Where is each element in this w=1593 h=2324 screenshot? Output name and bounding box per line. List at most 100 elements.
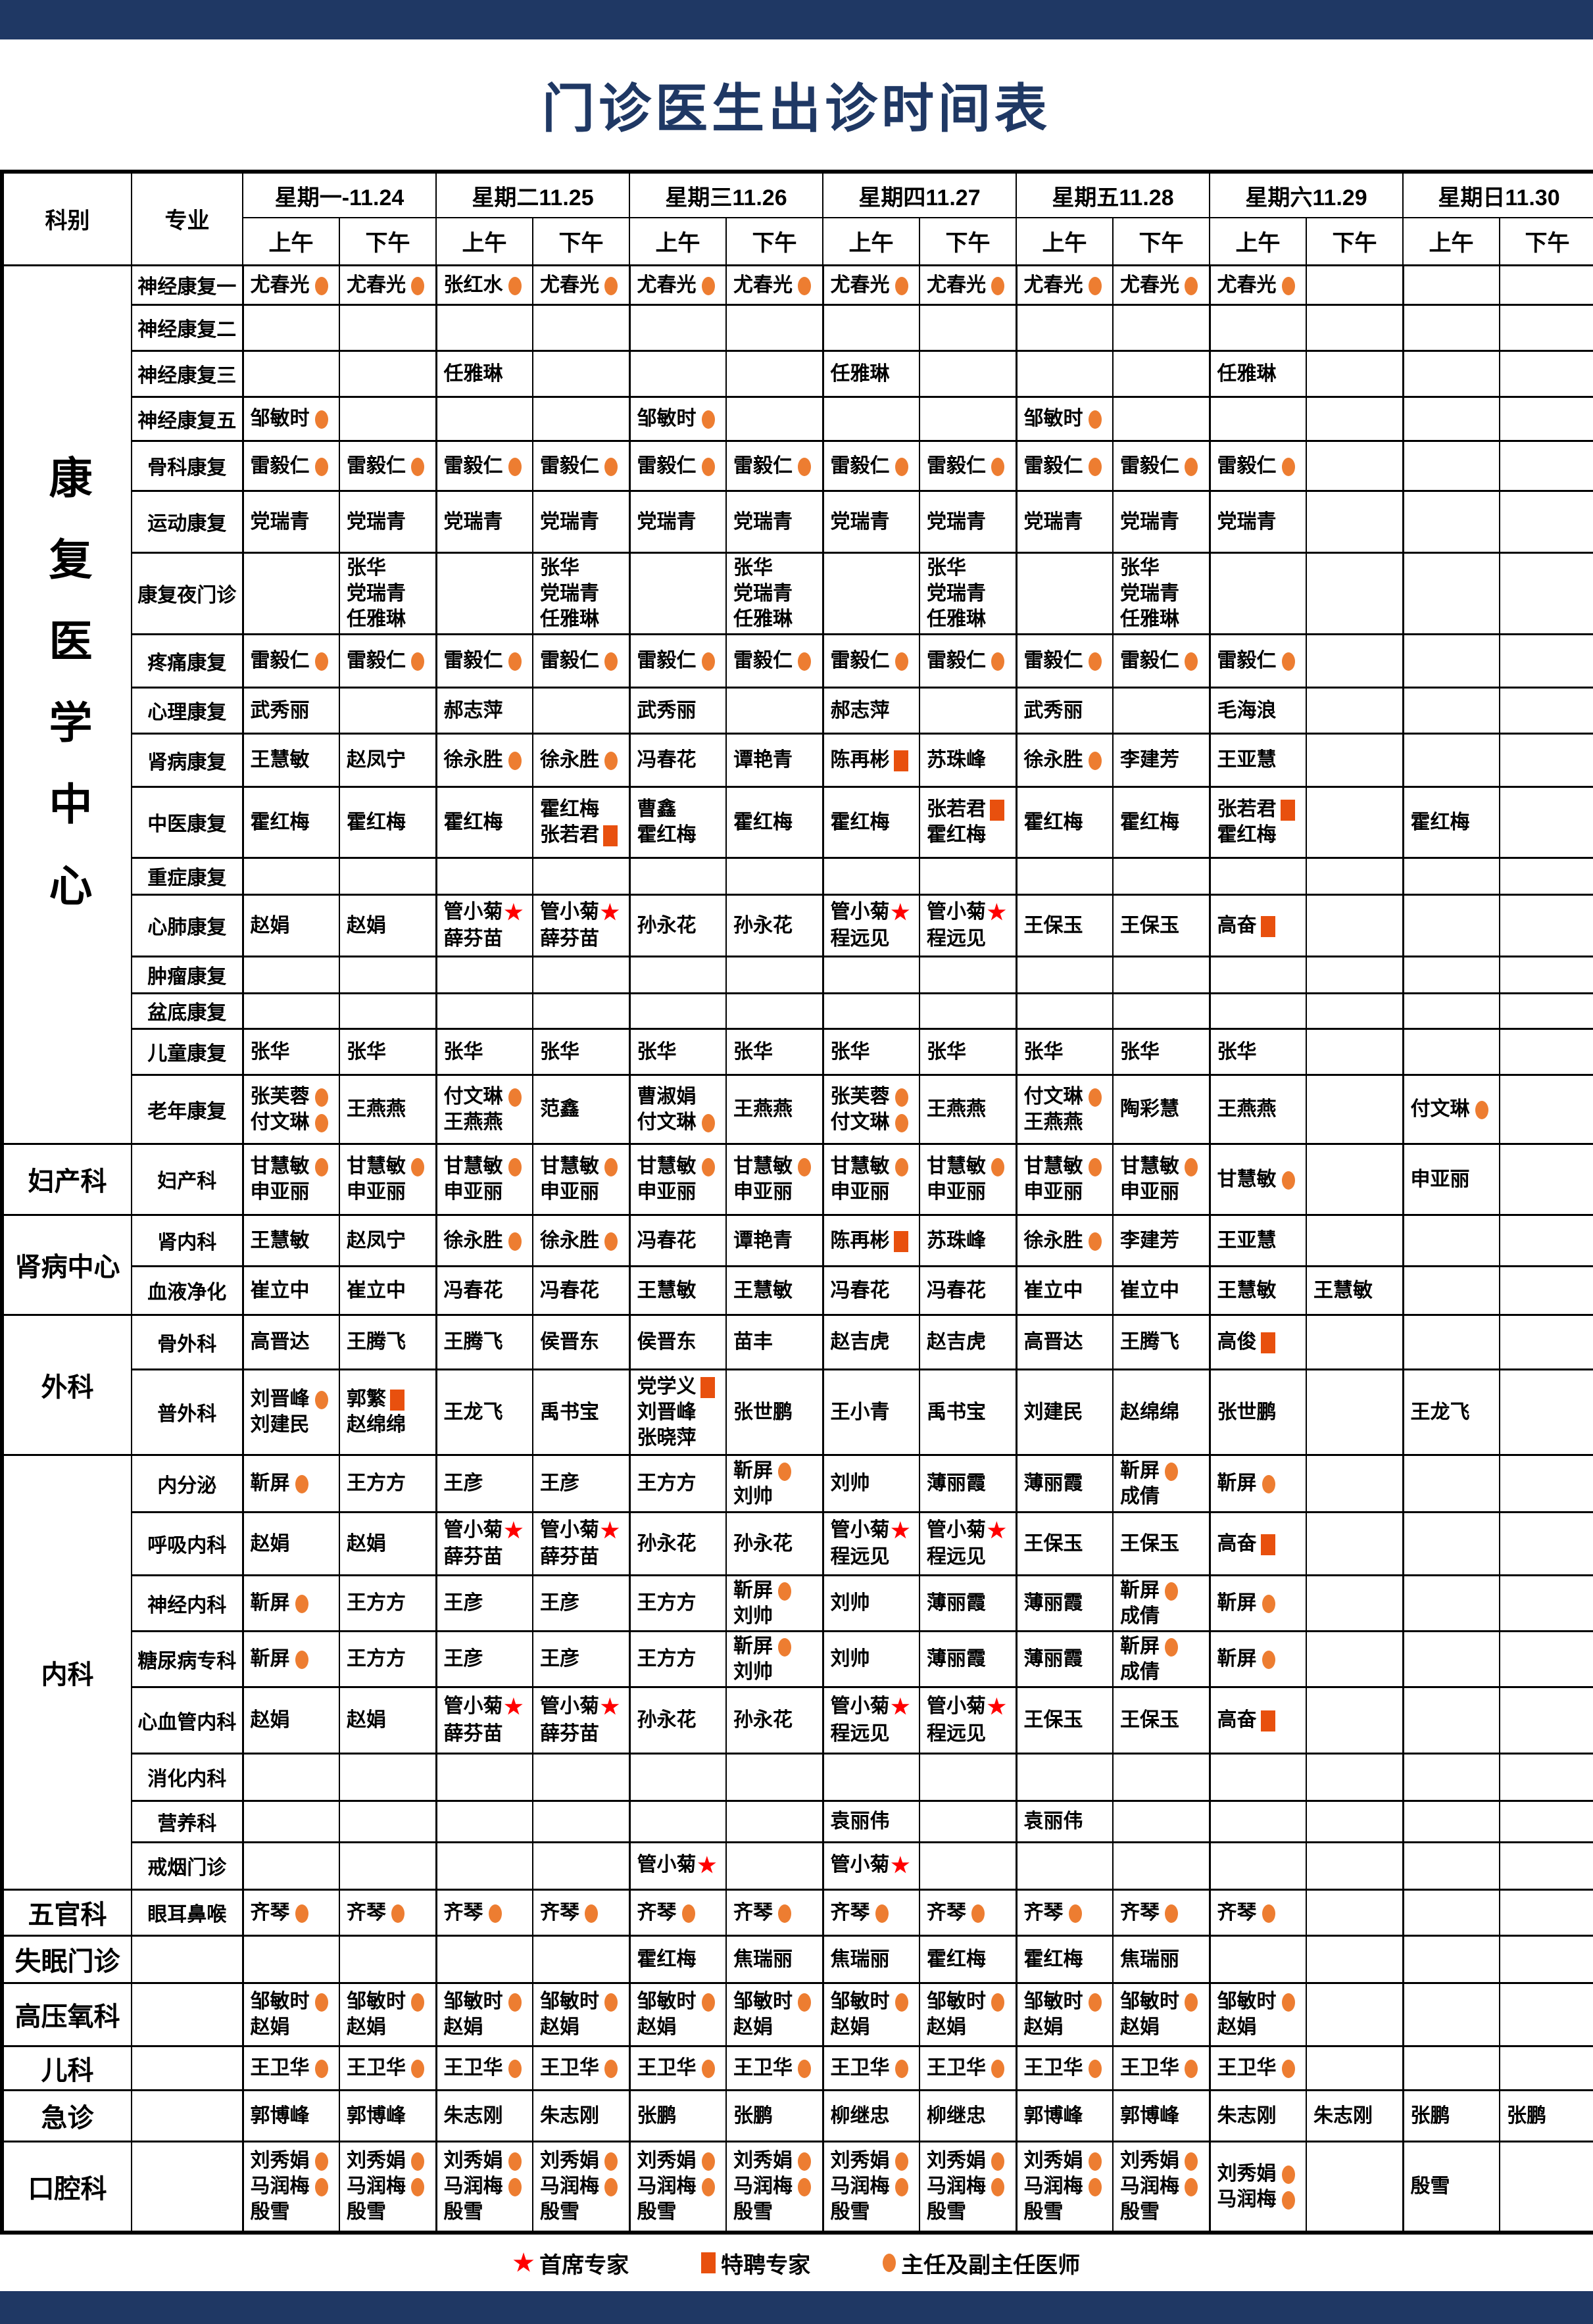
doctor-name: 王彦 (443, 1472, 483, 1494)
doctor-name: 成倩 (1120, 1485, 1160, 1507)
doctor-name: 殷雪 (733, 2201, 773, 2223)
schedule-cell: 王燕燕 (725, 1074, 823, 1144)
distinguished-expert-square-icon (893, 1230, 908, 1252)
doctor-name: 王卫华 (540, 2055, 625, 2081)
schedule-cell (1499, 894, 1593, 957)
schedule-cell (821, 396, 920, 441)
specialty-label: 呼吸内科 (131, 1511, 243, 1576)
doctor-name: 郭博峰 (250, 2104, 310, 2127)
doctor-name: 齐琴 (1024, 1900, 1109, 1925)
schedule-cell: 曹淑娟 付文琳 (628, 1074, 727, 1144)
chief-physician-dot-icon (1185, 457, 1198, 476)
doctor-name: 雷毅仁 (733, 648, 818, 673)
schedule-cell: 任雅琳 (821, 350, 920, 397)
doctor-name: 邹敏时 (637, 406, 722, 431)
doctor-name: 张若君 (1217, 796, 1302, 822)
schedule-cell: 霍红梅 (1015, 786, 1114, 858)
schedule-cell: 孙永花 (628, 1686, 727, 1754)
doctor-name: 党瑞青 (347, 582, 406, 604)
schedule-cell: 邹敏时 赵娟 (821, 1982, 920, 2046)
schedule-cell (821, 857, 920, 895)
chief-physician-dot-icon (701, 2178, 715, 2197)
doctor-name: 尤春光 (637, 272, 722, 298)
doctor-name: 尤春光 (347, 272, 431, 298)
schedule-cell: 高俊 (1208, 1314, 1307, 1370)
schedule-cell: 邹敏时 赵娟 (725, 1982, 823, 2046)
schedule-cell: 雷毅仁 (1112, 440, 1210, 491)
doctor-name: 雷毅仁 (444, 648, 529, 673)
chief-physician-dot-icon (895, 1113, 908, 1132)
doctor-name: 郝志萍 (443, 699, 503, 721)
doctor-name: 霍红梅 (1023, 1948, 1083, 1970)
specialty-label: 神经康复一 (131, 264, 243, 305)
doctor-name: 程远见 (830, 928, 890, 950)
pm-header: 下午 (919, 217, 1017, 266)
doctor-name: 甘慧敏 (1120, 1153, 1205, 1179)
doctor-name: 王燕燕 (927, 1098, 986, 1120)
am-header: 上午 (1402, 217, 1500, 266)
schedule-cell (1306, 1889, 1404, 1936)
schedule-cell (1306, 633, 1404, 688)
chief-physician-dot-icon (314, 1391, 328, 1410)
doctor-name: 管小菊★ (927, 1695, 1006, 1719)
doctor-name: 孙永花 (637, 1709, 697, 1731)
doctor-name: 邹敏时 (1024, 406, 1109, 431)
doctor-name: 张鹏 (733, 2104, 773, 2127)
chief-physician-dot-icon (1088, 1232, 1102, 1251)
schedule-cell: 王保玉 (1015, 1686, 1114, 1754)
schedule-cell (1499, 1686, 1593, 1754)
chief-physician-dot-icon (1281, 457, 1295, 476)
doctor-name: 邹敏时 (637, 1989, 722, 2014)
doctor-name: 甘慧敏 (1217, 1167, 1302, 1192)
doctor-name: 管小菊★ (830, 1518, 910, 1542)
doctor-name: 马润梅 (831, 2173, 916, 2199)
doctor-name: 刘帅 (830, 1592, 870, 1614)
doctor-name: 张华 (830, 1040, 870, 1063)
doctor-name: 靳屏 (1217, 1590, 1302, 1616)
schedule-cell: 焦瑞丽 (725, 1935, 823, 1983)
chief-expert-star-icon: ★ (987, 1695, 1006, 1719)
doctor-name: 霍红梅 (927, 1948, 986, 1970)
doctor-name: 刘秀娟 (831, 2148, 916, 2173)
doctor-name: 王卫华 (347, 2055, 431, 2081)
specialty-label: 神经内科 (131, 1574, 243, 1632)
doctor-name: 王方方 (347, 1648, 406, 1670)
schedule-cell: 赵娟 (241, 894, 340, 957)
doctor-name: 赵娟 (347, 914, 386, 936)
schedule-cell (919, 1800, 1017, 1843)
doctor-name: 殷雪 (927, 2201, 966, 2223)
schedule-cell: 邹敏时 赵娟 (919, 1982, 1017, 2046)
schedule-cell (628, 992, 727, 1029)
doctor-name: 邹敏时 (251, 1989, 335, 2014)
bottom-navy-bar (0, 2291, 1593, 2324)
doctor-name: 侯晋东 (540, 1331, 599, 1353)
schedule-cell (241, 956, 340, 994)
schedule-cell (1015, 956, 1114, 994)
doctor-name: 靳屏 (251, 1590, 335, 1616)
chief-physician-dot-icon (991, 652, 1004, 671)
schedule-cell: 尤春光 (919, 264, 1017, 305)
schedule-cell: 管小菊★ 程远见 (821, 1511, 920, 1576)
schedule-cell: 孙永花 (725, 894, 823, 957)
chief-physician-dot-icon (1165, 1462, 1178, 1481)
schedule-cell: 薄丽霞 (1015, 1574, 1114, 1632)
doctor-name: 雷毅仁 (540, 453, 625, 479)
table-row: 内科 内分泌 靳屏 王方方 王彦 王彦 王方方 靳屏 刘帅 刘帅 薄丽霞 薄丽霞 靳屏 成倩 靳屏 (1, 1454, 1593, 1890)
schedule-cell: 王卫华 (628, 2045, 727, 2091)
doctor-name: 张华 (1120, 556, 1160, 579)
doctor-name: 甘慧敏 (831, 1153, 916, 1179)
doctor-name: 程远见 (830, 1546, 890, 1568)
doctor-name: 赵娟 (250, 914, 290, 936)
chief-physician-dot-icon (1185, 652, 1198, 671)
schedule-cell (821, 956, 920, 994)
doctor-name: 曹淑娟 (637, 1085, 697, 1107)
chief-physician-dot-icon (1088, 2152, 1102, 2171)
schedule-cell: 张华 党瑞青 任雅琳 (919, 552, 1017, 635)
department-label: 急诊 (1, 2089, 132, 2142)
schedule-cell: 王亚慧 (1208, 1214, 1307, 1267)
schedule-cell (919, 396, 1017, 441)
chief-physician-dot-icon (604, 752, 618, 771)
doctor-name: 任雅琳 (830, 362, 890, 385)
chief-physician-dot-icon (314, 2060, 328, 2079)
schedule-cell (725, 304, 823, 351)
